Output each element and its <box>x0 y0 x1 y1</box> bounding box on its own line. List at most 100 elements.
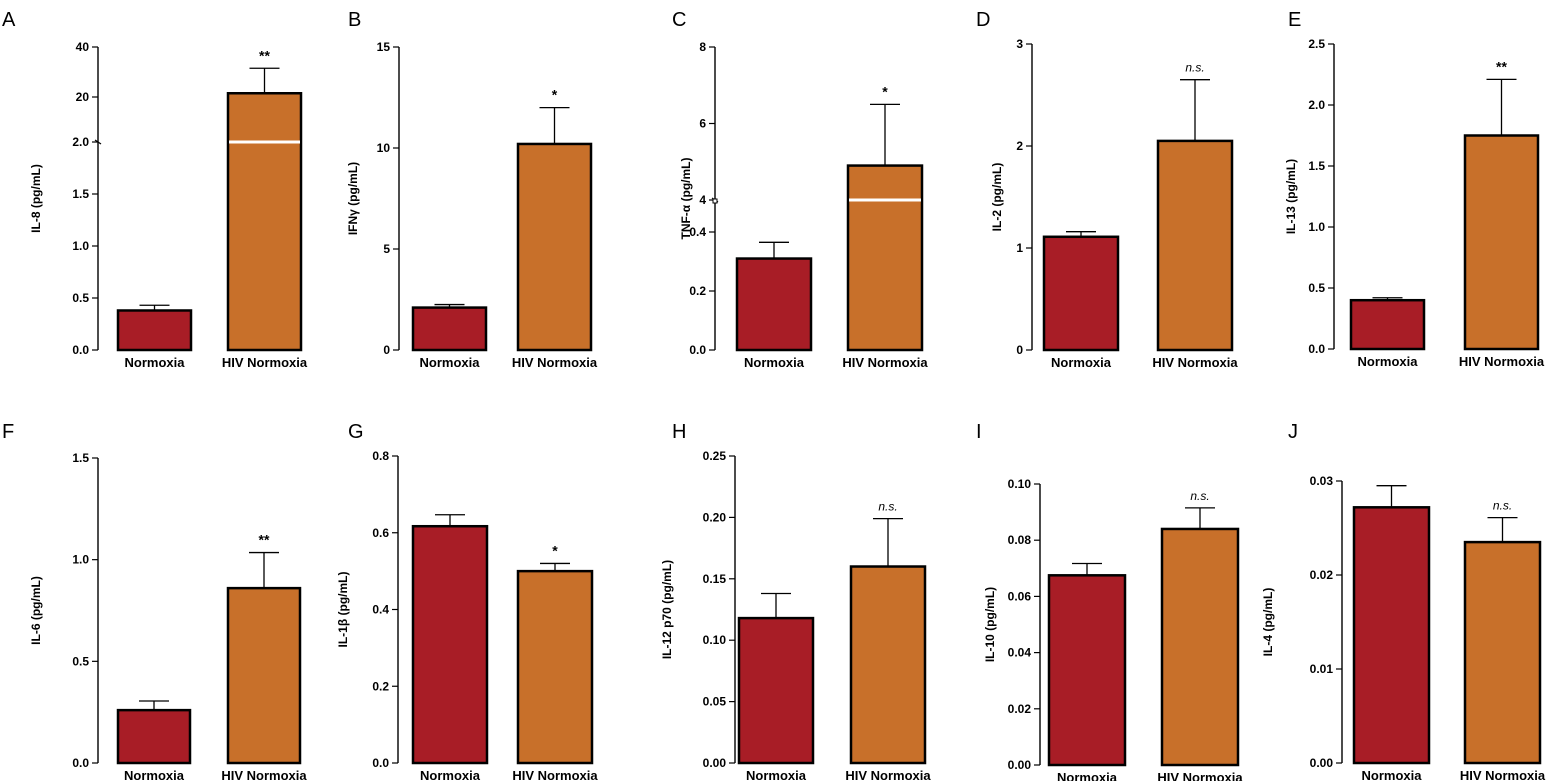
y-tick-label: 2.0 <box>1308 98 1325 112</box>
y-tick-label: 2 <box>1016 139 1023 153</box>
panel-i: I 0.00 0.02 0.04 0.06 0.08 0.10 IL-10 (pg/mL) No… <box>976 421 1243 781</box>
y-axis-title: IL-13 (pg/mL) <box>1284 159 1298 234</box>
x-category-label: Normoxia <box>125 355 186 370</box>
y-tick-label: 0.00 <box>1008 758 1032 772</box>
y-tick-label: 1.0 <box>72 553 89 567</box>
y-tick-label: 0.6 <box>372 526 389 540</box>
y-tick-label: 0 <box>383 343 390 357</box>
panel-j: J 0.00 0.01 0.02 0.03 IL-4 (pg/mL) Normoxia HIV… <box>1261 421 1546 781</box>
panel-letter: E <box>1288 9 1301 31</box>
y-tick-label: 0.01 <box>1310 662 1334 676</box>
x-category-label: HIV Normoxia <box>845 768 931 781</box>
y-tick-label: 0.08 <box>1008 533 1032 547</box>
y-tick-label: 1.5 <box>1308 159 1325 173</box>
panel-f: F 0.0 0.5 1.0 1.5 IL-6 (pg/mL) Normoxia HIV Nor… <box>2 421 307 781</box>
x-category-label: Normoxia <box>420 768 481 781</box>
x-category-label: Normoxia <box>746 768 807 781</box>
bar-normoxia <box>411 524 489 765</box>
y-tick-label: 0.8 <box>372 449 389 463</box>
x-category-label: HIV Normoxia <box>512 355 598 370</box>
y-tick-label: 0.4 <box>372 603 389 617</box>
bar-normoxia <box>116 708 192 765</box>
significance-label: n.s. <box>1185 61 1204 75</box>
y-tick-label: 0.06 <box>1008 589 1032 603</box>
bar-hiv-normoxia <box>226 92 303 352</box>
bar-normoxia <box>116 309 193 352</box>
y-tick-label: 0.5 <box>72 291 89 305</box>
y-tick-label: 15 <box>377 40 391 54</box>
y-axis-title: IFNγ (pg/mL) <box>346 162 360 235</box>
y-tick-label: 0.0 <box>689 343 706 357</box>
x-category-label: HIV Normoxia <box>512 768 598 781</box>
panel-letter: G <box>348 421 364 443</box>
x-category-label: HIV Normoxia <box>1157 770 1243 781</box>
panel-letter: C <box>672 9 686 31</box>
y-tick-label: 0.00 <box>703 756 727 770</box>
y-tick-label: 2.5 <box>1308 37 1325 51</box>
x-category-label: Normoxia <box>744 355 805 370</box>
significance-label: ** <box>259 47 270 63</box>
significance-label: n.s. <box>878 500 897 514</box>
bar-hiv-normoxia <box>846 164 924 352</box>
panel-b: B 0 5 10 15 IFNγ (pg/mL) Normoxia HIV Normoxia * <box>346 9 598 370</box>
panel-d: D 0 1 2 3 IL-2 (pg/mL) Normoxia HIV Normoxia n.s… <box>976 9 1238 370</box>
x-category-label: HIV Normoxia <box>222 355 308 370</box>
panel-letter: I <box>976 421 982 443</box>
bar-hiv-normoxia <box>516 569 594 765</box>
y-tick-label: 0.04 <box>1008 646 1032 660</box>
panel-a: A 0.0 0.5 1.0 1.5 2.0 20 40 IL-8 (pg/mL) Normoxia… <box>2 9 308 370</box>
y-tick-label: 0.10 <box>1008 477 1032 491</box>
x-category-label: HIV Normoxia <box>1460 768 1546 781</box>
y-tick-label: 0.20 <box>703 510 727 524</box>
bar-hiv-normoxia <box>1463 540 1542 765</box>
x-category-label: Normoxia <box>1358 354 1419 369</box>
x-category-label: Normoxia <box>420 355 481 370</box>
y-axis-title: IL-2 (pg/mL) <box>990 163 1004 232</box>
panel-c: C 0.0 0.2 0.4 4 6 8 TNF-α (pg/mL) Normoxia HIV No… <box>672 9 928 370</box>
y-tick-label: 0.0 <box>72 756 89 770</box>
bar-normoxia <box>1352 506 1431 765</box>
x-category-label: Normoxia <box>1362 768 1423 781</box>
bar-normoxia <box>1047 574 1127 767</box>
bar-normoxia <box>411 306 488 352</box>
panel-letter: A <box>2 9 16 31</box>
y-tick-label: 40 <box>76 40 90 54</box>
panel-h: H 0.00 0.05 0.10 0.15 0.20 0.25 IL-12 p70 (pg/m… <box>660 421 931 781</box>
y-tick-label: 0.0 <box>1308 342 1325 356</box>
y-tick-label: 1.0 <box>72 239 89 253</box>
panel-e: E 0.0 0.5 1.0 1.5 2.0 2.5 IL-13 (pg/mL) Normoxia… <box>1284 9 1545 369</box>
y-tick-label: 0.0 <box>372 756 389 770</box>
y-axis-title: TNF-α (pg/mL) <box>679 157 693 239</box>
y-axis-title: IL-6 (pg/mL) <box>29 576 43 645</box>
bar-hiv-normoxia <box>516 142 593 352</box>
y-tick-label: 1.5 <box>72 187 89 201</box>
y-tick-label: 0.10 <box>703 633 727 647</box>
significance-label: * <box>882 83 888 99</box>
x-category-label: Normoxia <box>124 768 185 781</box>
y-tick-label: 0 <box>1016 343 1023 357</box>
bar-hiv-normoxia <box>1463 134 1540 351</box>
y-tick-label: 2.0 <box>72 135 89 149</box>
y-tick-label: 4 <box>699 193 706 207</box>
y-axis-title: IL-8 (pg/mL) <box>29 164 43 233</box>
bar-normoxia <box>735 257 813 352</box>
significance-label: * <box>552 542 558 558</box>
x-category-label: HIV Normoxia <box>842 355 928 370</box>
significance-label: ** <box>1496 58 1507 74</box>
y-tick-label: 0.03 <box>1310 474 1334 488</box>
y-tick-label: 8 <box>699 40 706 54</box>
x-category-label: Normoxia <box>1057 770 1118 781</box>
y-tick-label: 1 <box>1016 241 1023 255</box>
y-tick-label: 0.2 <box>689 284 706 298</box>
y-tick-label: 1.0 <box>1308 220 1325 234</box>
y-tick-label: 1.5 <box>72 451 89 465</box>
bar-normoxia <box>737 616 815 765</box>
y-tick-label: 10 <box>377 141 391 155</box>
y-tick-label: 0.5 <box>72 654 89 668</box>
axis-break-mark <box>94 139 102 145</box>
y-tick-label: 0.0 <box>72 343 89 357</box>
y-tick-label: 5 <box>383 242 390 256</box>
y-axis-title: IL-4 (pg/mL) <box>1261 588 1275 657</box>
y-axis-title: IL-1β (pg/mL) <box>336 572 350 648</box>
